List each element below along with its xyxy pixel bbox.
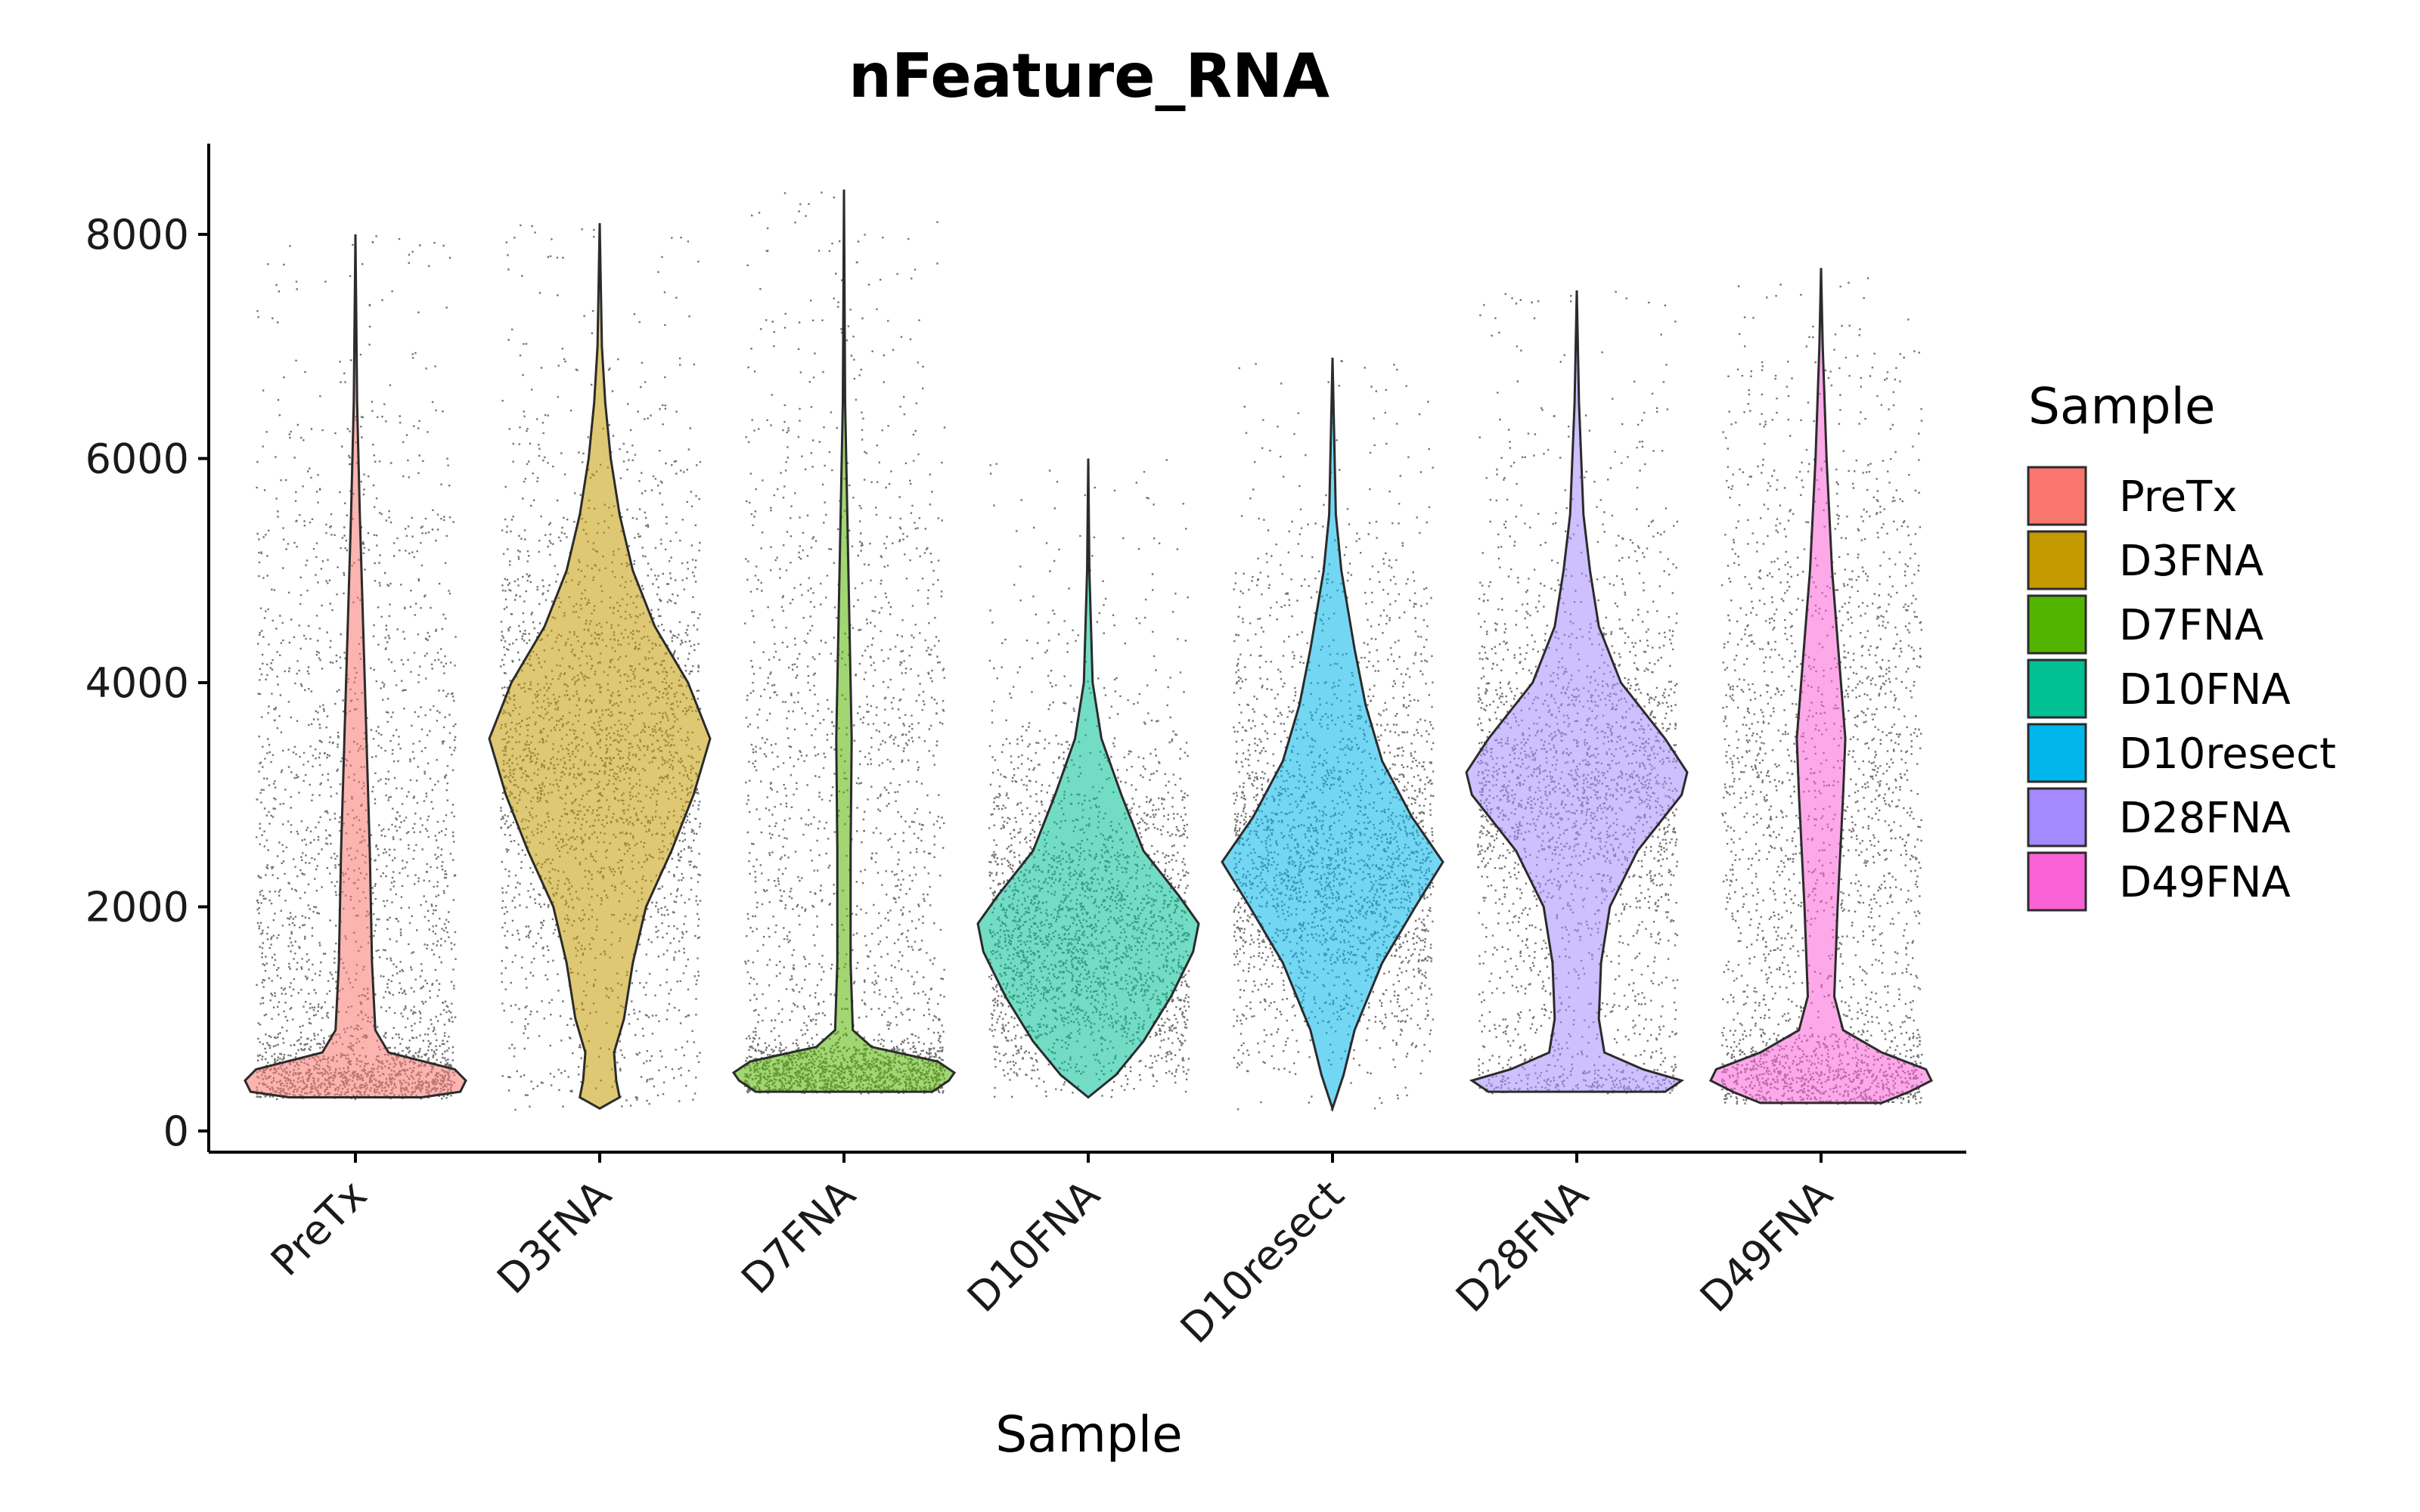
x-tick-label-PreTx: PreTx	[262, 1171, 376, 1285]
points-D49FNA	[1721, 277, 1923, 1105]
legend-label-D3FNA: D3FNA	[2119, 537, 2263, 586]
x-tick-label-D49FNA: D49FNA	[1691, 1171, 1841, 1321]
legend-key-D49FNA	[2027, 851, 2087, 912]
legend-title: Sample	[2028, 377, 2215, 435]
y-tick-label-8000: 8000	[85, 211, 189, 259]
x-tick-label-D10resect: D10resect	[1171, 1171, 1353, 1352]
violin-PreTx	[244, 234, 467, 1098]
x-tick-label-D28FNA: D28FNA	[1447, 1171, 1597, 1321]
legend-key-D7FNA	[2027, 594, 2087, 655]
violin-D7FNA	[731, 189, 957, 1093]
violin-D49FNA	[1708, 268, 1934, 1105]
legend-key-D28FNA	[2027, 787, 2087, 847]
y-tick-label-6000: 6000	[85, 435, 189, 483]
violin-D10resect	[1221, 358, 1444, 1113]
legend-key-D3FNA	[2027, 530, 2087, 590]
legend-key-D10resect	[2027, 723, 2087, 783]
legend-label-D49FNA: D49FNA	[2119, 858, 2291, 907]
y-tick-label-2000: 2000	[85, 884, 189, 931]
violins	[244, 189, 1934, 1113]
legend-key-D10FNA	[2027, 658, 2087, 719]
y-tick-label-0: 0	[163, 1108, 189, 1155]
legend-label-D7FNA: D7FNA	[2119, 601, 2263, 650]
legend-label-D10FNA: D10FNA	[2119, 665, 2291, 714]
x-tick-label-D3FNA: D3FNA	[488, 1171, 620, 1303]
legend-label-D10resect: D10resect	[2119, 730, 2336, 779]
legend-label-D28FNA: D28FNA	[2119, 794, 2291, 843]
violin-D3FNA	[488, 223, 712, 1111]
legend-label-PreTx: PreTx	[2119, 472, 2237, 522]
y-tick-label-4000: 4000	[85, 659, 189, 707]
x-tick-label-D10FNA: D10FNA	[958, 1171, 1109, 1321]
points-cloud-D49FNA	[1721, 277, 1923, 1105]
legend-key-PreTx	[2027, 466, 2087, 526]
chart-title: nFeature_RNA	[849, 41, 1329, 111]
x-tick-label-D7FNA: D7FNA	[732, 1171, 864, 1303]
violin-D10FNA	[976, 458, 1200, 1099]
x-axis-title: Sample	[995, 1405, 1182, 1464]
legend: Sample PreTx D3FNA D7FNA D10FNA D10resect D28…	[2027, 377, 2336, 912]
violin-D28FNA	[1465, 290, 1689, 1093]
